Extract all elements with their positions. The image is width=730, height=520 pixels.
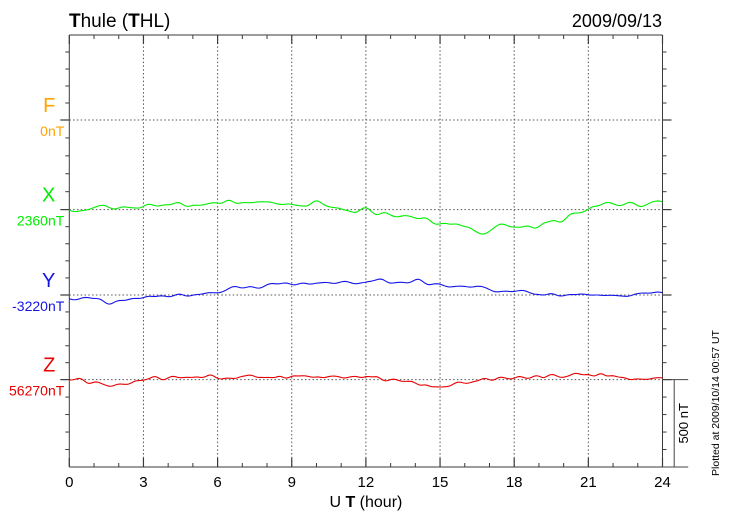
svg-text:9: 9 xyxy=(288,474,296,491)
svg-text:15: 15 xyxy=(432,474,449,491)
svg-text:Z: Z xyxy=(43,355,55,377)
svg-text:3: 3 xyxy=(139,474,147,491)
svg-text:24: 24 xyxy=(654,474,671,491)
svg-text:U T (hour): U T (hour) xyxy=(329,494,402,511)
svg-text:0: 0 xyxy=(65,474,73,491)
svg-text:F: F xyxy=(43,95,55,117)
svg-text:-3220nT: -3220nT xyxy=(12,298,65,314)
svg-text:56270nT: 56270nT xyxy=(9,383,65,399)
svg-text:12: 12 xyxy=(358,474,375,491)
svg-text:18: 18 xyxy=(506,474,523,491)
svg-text:X: X xyxy=(42,185,55,207)
svg-text:0nT: 0nT xyxy=(40,123,65,139)
svg-text:2009/09/13: 2009/09/13 xyxy=(572,11,662,31)
svg-text:Plotted at 2009/10/14 00:57 UT: Plotted at 2009/10/14 00:57 UT xyxy=(710,329,722,476)
svg-text:Y: Y xyxy=(42,270,55,292)
svg-text:6: 6 xyxy=(213,474,221,491)
svg-text:Thule (THL): Thule (THL) xyxy=(69,11,170,32)
svg-text:500 nT: 500 nT xyxy=(676,403,691,444)
svg-text:2360nT: 2360nT xyxy=(17,213,65,229)
svg-text:21: 21 xyxy=(580,474,597,491)
